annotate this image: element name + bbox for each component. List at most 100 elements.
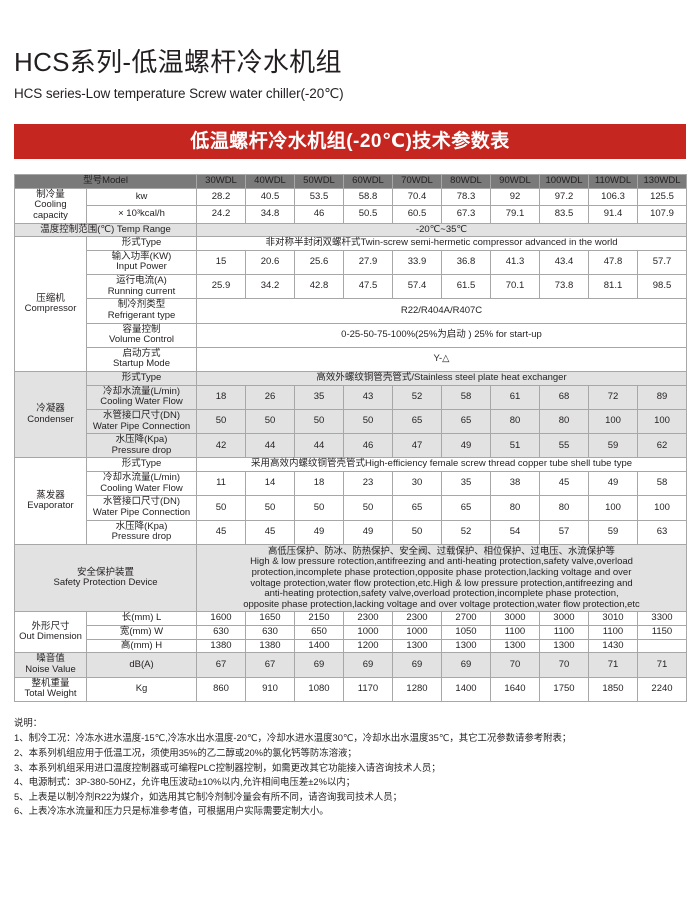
- value-90WDL: 3000: [490, 611, 540, 627]
- value-90WDL: 51: [490, 433, 540, 459]
- title-block: HCS系列-低温螺杆冷水机组 HCS series-Low temperatur…: [14, 0, 686, 102]
- value-110WDL: 59: [588, 433, 638, 459]
- unit-label: 长(mm) L: [86, 611, 197, 627]
- model-column-100WDL: 100WDL: [539, 174, 589, 189]
- table-row: 启动方式 Startup Mode Y-△: [15, 346, 687, 373]
- note-item: 3、本系列机组采用进口温度控制器或可编程PLC控制器控制，如需更改其它功能接入请…: [14, 761, 441, 773]
- value-60WDL: 1170: [343, 676, 393, 702]
- model-column-40WDL: 40WDL: [245, 174, 295, 189]
- model-column-60WDL: 60WDL: [343, 174, 393, 189]
- value-90WDL: 79.1: [490, 205, 540, 224]
- value-130WDL: 89: [637, 384, 687, 410]
- model-column-110WDL: 110WDL: [588, 174, 638, 189]
- value-60WDL: 69: [343, 652, 393, 678]
- value-110WDL: 59: [588, 519, 638, 545]
- note-item: 5、上表是以制冷剂R22为媒介，如选用其它制冷剂制冷量会有所不同，请咨询我司技术…: [14, 790, 403, 802]
- value-40WDL: 67: [245, 652, 295, 678]
- value-70WDL: 1280: [392, 676, 442, 702]
- value-30WDL: 1600: [196, 611, 246, 627]
- value-110WDL: 106.3: [588, 187, 638, 207]
- value-90WDL: 80: [490, 495, 540, 521]
- row-label: 水管接口尺寸(DN) Water Pipe Connection: [86, 495, 197, 521]
- row-label: 冷却水流量(L/min) Cooling Water Flow: [86, 471, 197, 497]
- value-100WDL: 55: [539, 433, 589, 459]
- value-110WDL: 1430: [588, 638, 638, 654]
- unit-label: 宽(mm) W: [86, 625, 197, 640]
- value-40WDL: 45: [245, 519, 295, 545]
- table-row: 制冷剂类型 Refrigerant type R22/R404A/R407C: [15, 298, 687, 324]
- table-row: 型号Model 30WDL 40WDL 50WDL 60WDL 70WDL 80WDL 90W…: [14, 174, 687, 189]
- value-80WDL: 61.5: [441, 274, 491, 300]
- group-label-cooling-capacity: 制冷量 Cooling capacity: [14, 187, 87, 224]
- value-60WDL: 1000: [343, 625, 393, 640]
- value-30WDL: 42: [196, 433, 246, 459]
- value-40WDL: 40.5: [245, 187, 295, 207]
- value-40WDL: 1380: [245, 638, 295, 654]
- value-70WDL: 1300: [392, 638, 442, 654]
- value-130WDL: 57.7: [637, 249, 687, 276]
- value-50WDL: 44: [294, 433, 344, 459]
- value-90WDL: 1300: [490, 638, 540, 654]
- model-column-30WDL: 30WDL: [196, 174, 246, 189]
- value-110WDL: 72: [588, 384, 638, 410]
- value-40WDL: 26: [245, 384, 295, 410]
- value-40WDL: 910: [245, 676, 295, 702]
- value-40WDL: 50: [245, 408, 295, 435]
- note-item: 2、本系列机组应用于低温工况，须使用35%的乙二醇或20%的氯化钙等防冻溶液；: [14, 747, 357, 759]
- value-100WDL: 1100: [539, 625, 589, 640]
- value-60WDL: 58.8: [343, 187, 393, 207]
- value-30WDL: 860: [196, 676, 246, 702]
- value-90WDL: 38: [490, 471, 540, 497]
- page-subtitle: HCS series-Low temperature Screw water c…: [14, 85, 344, 101]
- value-70WDL: 65: [392, 495, 442, 521]
- value-130WDL: 3300: [637, 611, 687, 627]
- value-110WDL: 100: [588, 408, 638, 435]
- model-column-130WDL: 130WDL: [637, 174, 687, 189]
- value-100WDL: 97.2: [539, 187, 589, 207]
- row-label: 容量控制 Volume Control: [86, 322, 197, 348]
- value-80WDL: 67.3: [441, 205, 491, 224]
- value-70WDL: 33.9: [392, 249, 442, 276]
- value-100WDL: 1750: [539, 676, 589, 702]
- value-30WDL: 50: [196, 408, 246, 435]
- table-row: 压缩机 Compressor 形式Type 非对称半封闭双螺杆式Twin-screw …: [14, 236, 687, 373]
- value-100WDL: 43.4: [539, 249, 589, 276]
- value-110WDL: 1850: [588, 676, 638, 702]
- note-item: 1、制冷工况：冷冻水进水温度-15℃,冷冻水出水温度-20℃，冷却水进水温度30…: [14, 732, 572, 744]
- value-90WDL: 61: [490, 384, 540, 410]
- value-130WDL: 100: [637, 495, 687, 521]
- model-column-70WDL: 70WDL: [392, 174, 442, 189]
- value-50WDL: 42.8: [294, 274, 344, 300]
- value-50WDL: 53.5: [294, 187, 344, 207]
- value-70WDL: 1000: [392, 625, 442, 640]
- value-70WDL: 70.4: [392, 187, 442, 207]
- value-70WDL: 47: [392, 433, 442, 459]
- value-80WDL: 2700: [441, 611, 491, 627]
- unit-label: kw: [86, 187, 197, 207]
- value-50WDL: 35: [294, 384, 344, 410]
- section-banner: 低温螺杆冷水机组(-20℃)技术参数表: [14, 124, 686, 160]
- table-row: 蒸发器 Evaporator 形式Type 采用高效内螺纹铜管壳管式High-effi…: [14, 457, 687, 545]
- row-label: 冷却水流量(L/min) Cooling Water Flow: [86, 384, 197, 410]
- value-100WDL: 3000: [539, 611, 589, 627]
- value-90WDL: 70: [490, 652, 540, 678]
- value-130WDL: 63: [637, 519, 687, 545]
- value-50WDL: 650: [294, 625, 344, 640]
- value-100WDL: 68: [539, 384, 589, 410]
- value-80WDL: 1400: [441, 676, 491, 702]
- value-30WDL: 11: [196, 471, 246, 497]
- value-130WDL: 62: [637, 433, 687, 459]
- value-70WDL: 69: [392, 652, 442, 678]
- value-40WDL: 44: [245, 433, 295, 459]
- row-value-spanning: R22/R404A/R407C: [196, 298, 687, 324]
- value-130WDL: 98.5: [637, 274, 687, 300]
- value-80WDL: 35: [441, 471, 491, 497]
- value-80WDL: 36.8: [441, 249, 491, 276]
- value-100WDL: 45: [539, 471, 589, 497]
- value-40WDL: 630: [245, 625, 295, 640]
- row-value-spanning: 非对称半封闭双螺杆式Twin-screw semi-hermetic compr…: [196, 236, 687, 251]
- value-100WDL: 73.8: [539, 274, 589, 300]
- note-item: 6、上表冷冻水流量和压力只是标准参考值，可根据用户实际需要定制大小。: [14, 805, 329, 817]
- unit-label: dB(A): [86, 652, 197, 678]
